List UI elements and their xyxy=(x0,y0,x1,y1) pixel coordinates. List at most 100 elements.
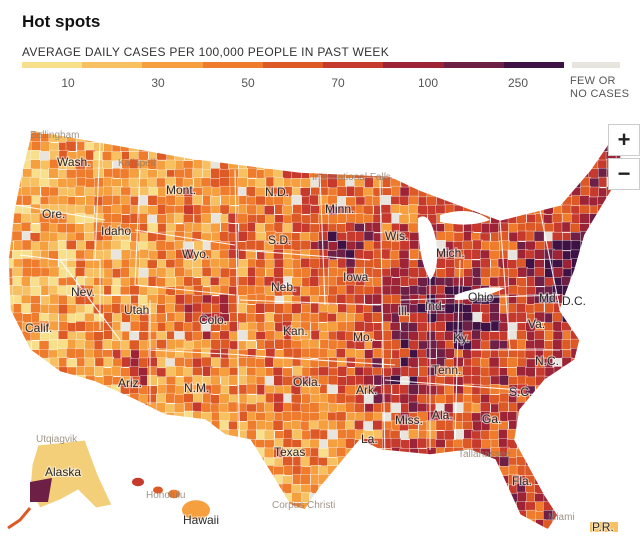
state-label: Hawaii xyxy=(183,513,219,527)
county-cell xyxy=(471,177,482,188)
county-cell xyxy=(625,457,635,467)
county-cell xyxy=(49,401,60,413)
county-cell xyxy=(435,518,447,530)
county-cell xyxy=(615,402,622,413)
county-cell xyxy=(570,376,581,388)
county-cell xyxy=(598,365,609,377)
county-cell xyxy=(436,268,447,279)
county-cell xyxy=(57,195,69,207)
county-cell xyxy=(471,501,483,512)
county-cell xyxy=(436,466,447,477)
county-cell xyxy=(291,411,302,422)
county-cell xyxy=(147,375,158,386)
county-cell xyxy=(328,130,340,135)
county-cell xyxy=(615,258,622,269)
county-cell xyxy=(282,205,293,216)
county-cell xyxy=(605,213,617,224)
county-cell xyxy=(337,303,348,315)
county-cell xyxy=(299,130,311,135)
county-cell xyxy=(326,133,338,145)
county-cell xyxy=(8,358,14,369)
county-cell xyxy=(561,130,572,134)
county-cell xyxy=(156,267,167,278)
county-cell xyxy=(551,240,563,251)
county-cell xyxy=(507,357,518,368)
county-cell xyxy=(625,403,635,413)
county-cell xyxy=(481,130,492,134)
county-cell xyxy=(408,492,419,504)
county-cell xyxy=(103,430,115,441)
county-cell xyxy=(517,150,528,161)
county-cell xyxy=(426,195,437,207)
county-cell xyxy=(112,130,123,134)
county-cell xyxy=(346,466,357,477)
county-cell xyxy=(30,527,41,530)
legend-few-cases-swatch xyxy=(572,62,620,68)
county-cell xyxy=(400,520,411,530)
county-cell xyxy=(237,266,248,278)
county-cell xyxy=(561,240,573,251)
county-cell xyxy=(120,492,131,503)
county-cell xyxy=(570,158,581,170)
county-cell xyxy=(508,231,520,243)
county-cell xyxy=(570,394,581,405)
county-cell xyxy=(112,456,124,468)
city-label: Bellingham xyxy=(30,130,79,141)
county-cell xyxy=(147,520,159,530)
county-cell xyxy=(256,151,267,162)
county-cell xyxy=(587,357,599,368)
county-cell xyxy=(408,429,419,440)
county-cell xyxy=(12,421,23,432)
county-cell xyxy=(12,151,24,162)
county-cell xyxy=(625,332,635,342)
county-cell xyxy=(264,312,276,323)
county-cell xyxy=(498,159,509,170)
us-county-map[interactable]: Bellingham Kalispell International Falls… xyxy=(0,110,642,551)
county-cell xyxy=(309,130,320,135)
county-cell xyxy=(174,311,186,323)
county-cell xyxy=(319,149,330,161)
legend-color-scale xyxy=(22,62,564,68)
county-cell xyxy=(454,510,465,521)
county-cell xyxy=(193,457,204,468)
county-cell xyxy=(417,437,428,449)
county-cell xyxy=(58,528,69,530)
county-cell xyxy=(237,177,248,188)
county-cell xyxy=(517,286,528,297)
county-cell xyxy=(40,527,51,530)
county-cell xyxy=(525,438,536,449)
county-cell xyxy=(426,150,437,161)
county-cell xyxy=(488,151,500,162)
county-cell xyxy=(481,150,492,162)
county-cell xyxy=(156,421,167,432)
county-cell xyxy=(381,294,392,306)
county-cell xyxy=(228,466,240,478)
state-label: Minn. xyxy=(325,202,354,216)
county-cell xyxy=(489,241,500,252)
county-cell xyxy=(174,446,185,458)
zoom-out-button[interactable]: − xyxy=(608,158,640,190)
county-cell xyxy=(454,168,465,179)
county-cell xyxy=(165,474,176,486)
county-cell xyxy=(202,465,213,476)
county-cell xyxy=(8,160,14,171)
county-cell xyxy=(8,447,15,458)
county-cell xyxy=(588,475,600,486)
county-cell xyxy=(30,276,41,288)
county-cell xyxy=(210,447,221,458)
county-cell xyxy=(354,474,365,486)
county-cell xyxy=(364,448,375,459)
county-cell xyxy=(112,403,123,414)
county-cell xyxy=(48,285,59,296)
county-cell xyxy=(282,130,294,134)
county-cell xyxy=(427,511,439,523)
county-cell xyxy=(525,527,536,530)
county-cell xyxy=(362,484,374,495)
county-cell xyxy=(435,141,446,153)
county-cell xyxy=(524,132,536,143)
county-cell xyxy=(463,275,474,287)
county-cell xyxy=(209,223,221,234)
county-cell xyxy=(74,392,86,404)
county-cell xyxy=(283,465,295,476)
zoom-in-button[interactable]: + xyxy=(608,124,640,156)
